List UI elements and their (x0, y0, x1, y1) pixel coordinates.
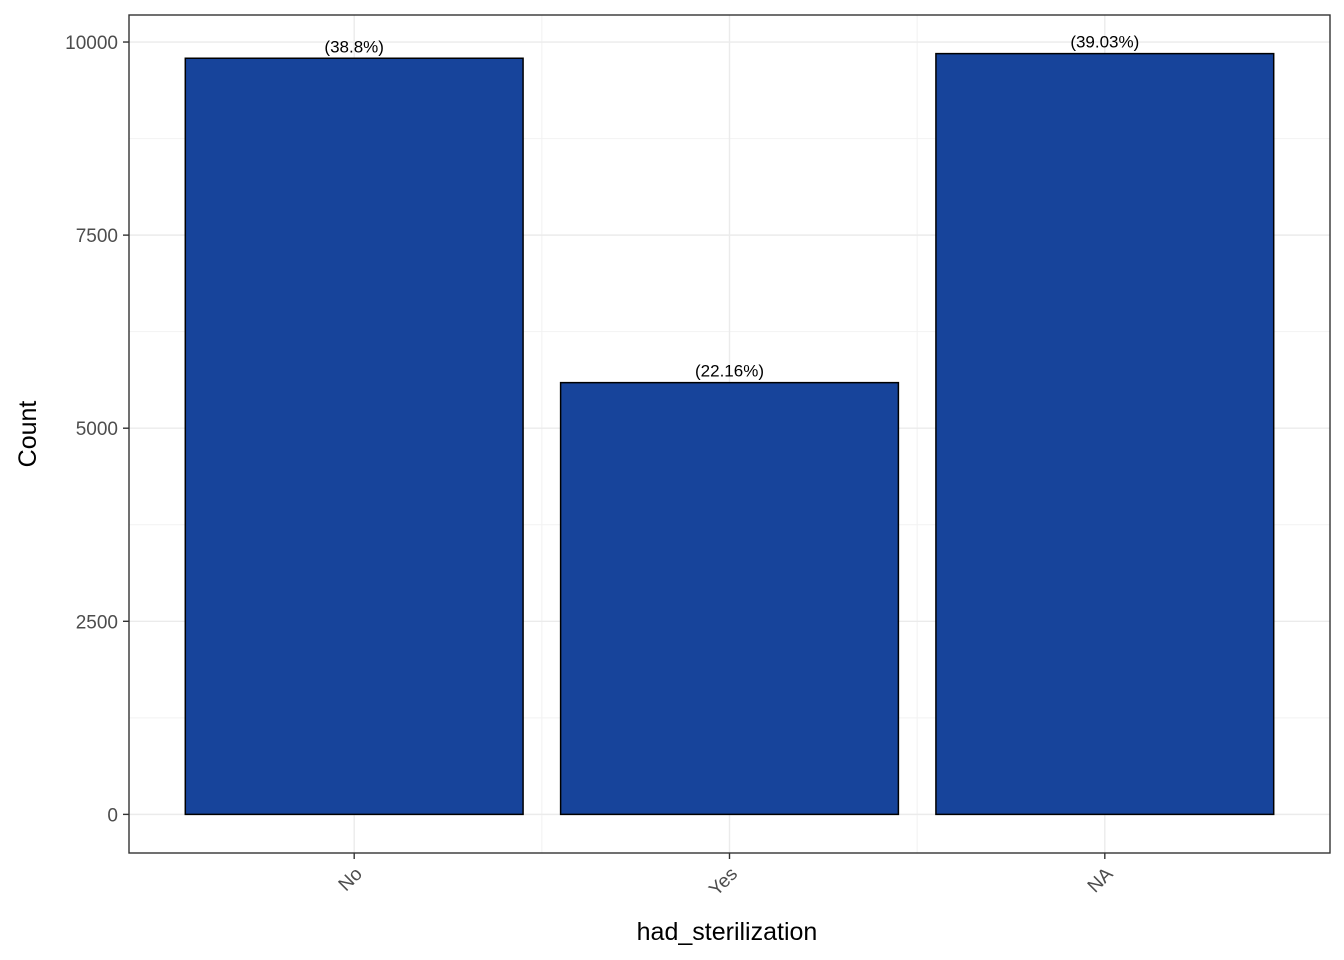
y-tick-label: 7500 (76, 226, 118, 247)
y-axis-title: Count (14, 401, 42, 468)
y-tick-label: 10000 (65, 33, 118, 54)
x-tick-label: No (335, 864, 367, 896)
y-tick-label: 0 (107, 805, 118, 826)
data-label: (39.03%) (1070, 33, 1139, 52)
y-axis: 0 2500 5000 7500 10000 (65, 33, 129, 826)
y-tick-label: 2500 (76, 612, 118, 633)
x-tick-label: Yes (705, 864, 742, 901)
data-labels-group: (38.8%) (22.16%) (39.03%) (324, 33, 1139, 381)
bar-na (935, 52, 1275, 816)
bar-yes (559, 381, 900, 816)
bar-no (184, 57, 524, 816)
x-tick-label: NA (1084, 863, 1118, 897)
data-label: (22.16%) (695, 362, 764, 381)
bars-group (184, 52, 1275, 816)
y-tick-label: 5000 (76, 419, 118, 440)
x-axis-title: had_sterilization (637, 918, 818, 946)
data-label: (38.8%) (324, 37, 384, 56)
x-axis: No Yes NA (335, 853, 1118, 900)
